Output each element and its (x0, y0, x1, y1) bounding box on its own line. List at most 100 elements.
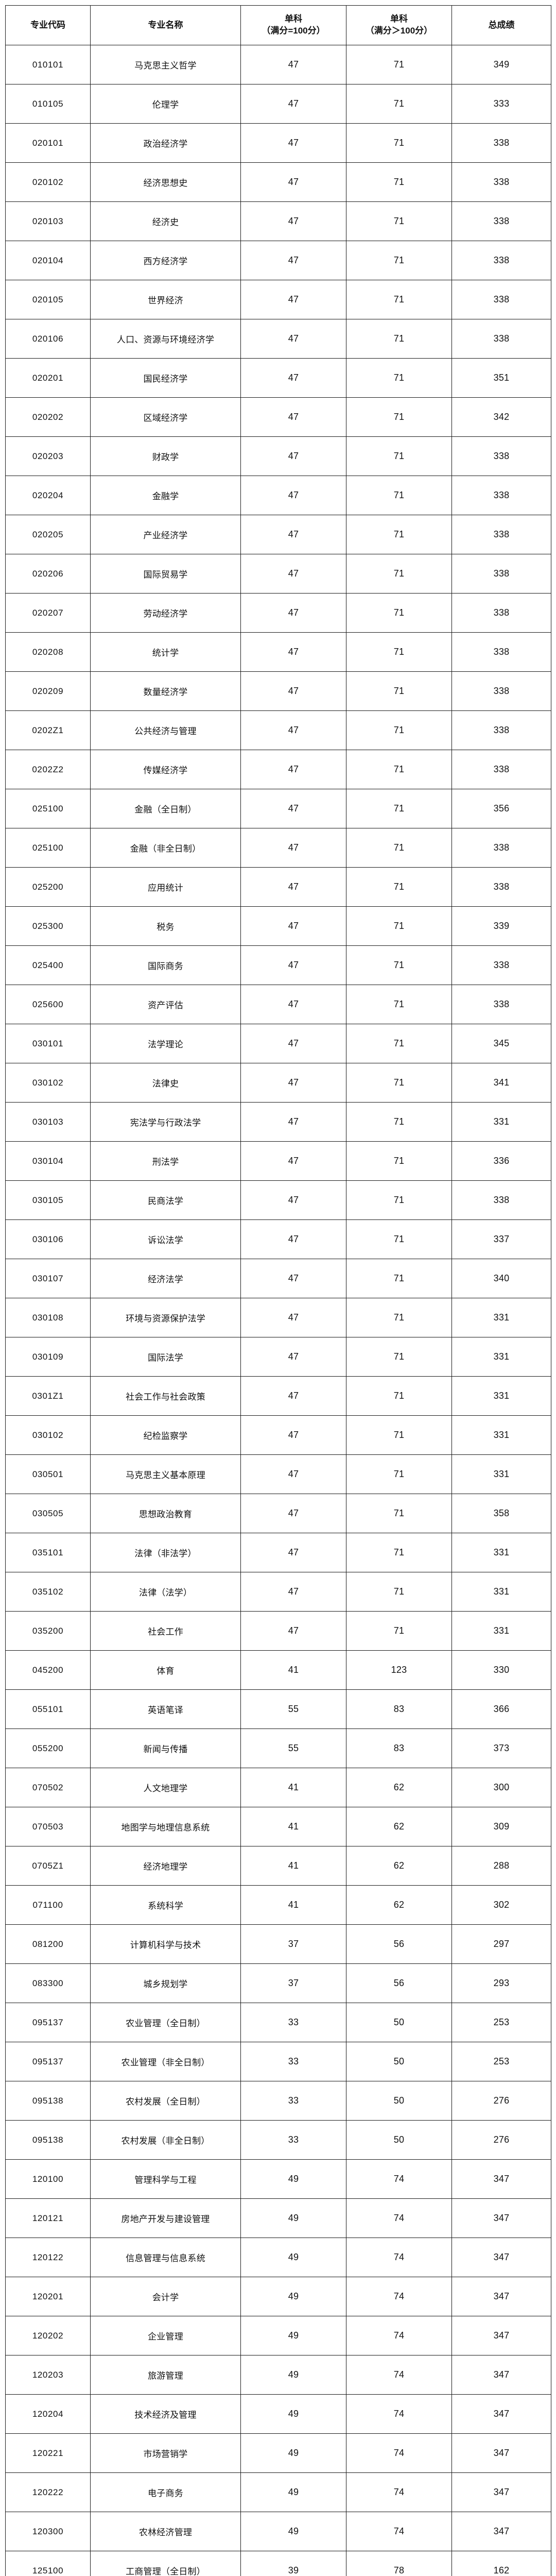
table-row: 025100 金融（非全日制） 47 71 338 (5, 828, 551, 868)
cell-name: 金融（非全日制） (90, 828, 241, 868)
cell-single_gt100: 74 (346, 2512, 452, 2551)
cell-single_eq100: 41 (240, 1650, 346, 1690)
table-row: 0301Z1 社会工作与社会政策 47 71 331 (5, 1376, 551, 1416)
cell-single_eq100: 47 (240, 1024, 346, 1063)
cell-name: 伦理学 (90, 84, 241, 124)
table-row: 020201 国民经济学 47 71 351 (5, 358, 551, 398)
cell-name: 系统科学 (90, 1885, 241, 1925)
table-row: 120100 管理科学与工程 49 74 347 (5, 2159, 551, 2199)
table-row: 025100 金融（全日制） 47 71 356 (5, 789, 551, 828)
cell-total: 331 (451, 1611, 551, 1651)
table-row: 020103 经济史 47 71 338 (5, 201, 551, 241)
cell-total: 331 (451, 1454, 551, 1494)
cell-total: 347 (451, 2472, 551, 2512)
cell-single_eq100: 47 (240, 45, 346, 84)
cell-name: 计算机科学与技术 (90, 1924, 241, 1964)
cell-total: 340 (451, 1259, 551, 1298)
cell-single_gt100: 71 (346, 1494, 452, 1533)
cell-single_eq100: 41 (240, 1768, 346, 1807)
cell-name: 经济思想史 (90, 162, 241, 202)
table-row: 120122 信息管理与信息系统 49 74 347 (5, 2238, 551, 2277)
cell-code: 120202 (5, 2316, 91, 2355)
cell-code: 120221 (5, 2433, 91, 2473)
cell-single_eq100: 41 (240, 1807, 346, 1846)
table-row: 020102 经济思想史 47 71 338 (5, 162, 551, 202)
cell-total: 338 (451, 632, 551, 672)
cell-single_eq100: 47 (240, 1337, 346, 1377)
column-header-name: 专业名称 (90, 5, 241, 45)
cell-total: 331 (451, 1572, 551, 1612)
cell-name: 国际法学 (90, 1337, 241, 1377)
cell-code: 030102 (5, 1415, 91, 1455)
cell-code: 020103 (5, 201, 91, 241)
cell-single_gt100: 71 (346, 201, 452, 241)
cell-total: 347 (451, 2355, 551, 2395)
cell-code: 055200 (5, 1728, 91, 1768)
cell-single_eq100: 49 (240, 2238, 346, 2277)
table-row: 020203 财政学 47 71 338 (5, 436, 551, 476)
cell-code: 030105 (5, 1180, 91, 1220)
cell-single_gt100: 71 (346, 671, 452, 711)
cell-single_eq100: 47 (240, 985, 346, 1024)
cell-code: 035200 (5, 1611, 91, 1651)
cell-single_gt100: 71 (346, 593, 452, 633)
table-row: 120300 农林经济管理 49 74 347 (5, 2512, 551, 2551)
cell-single_eq100: 47 (240, 945, 346, 985)
cell-total: 347 (451, 2277, 551, 2316)
cell-single_eq100: 39 (240, 2551, 346, 2576)
table-row: 030102 纪检监察学 47 71 331 (5, 1415, 551, 1455)
cell-total: 347 (451, 2512, 551, 2551)
cell-single_gt100: 71 (346, 632, 452, 672)
cell-name: 经济法学 (90, 1259, 241, 1298)
cell-single_gt100: 71 (346, 280, 452, 319)
cell-single_eq100: 47 (240, 1494, 346, 1533)
cell-single_eq100: 47 (240, 515, 346, 554)
column-header-single-gt100-label: 单科 (390, 14, 408, 24)
admission-score-table: 专业代码 专业名称 单科 （满分=100分） 单科 （满分＞100分） 总成绩 … (5, 5, 551, 2576)
cell-name: 税务 (90, 906, 241, 946)
cell-code: 010101 (5, 45, 91, 84)
cell-code: 030104 (5, 1141, 91, 1181)
table-row: 095138 农村发展（非全日制） 33 50 276 (5, 2120, 551, 2160)
cell-single_eq100: 49 (240, 2316, 346, 2355)
cell-code: 025100 (5, 789, 91, 828)
cell-code: 045200 (5, 1650, 91, 1690)
cell-code: 120100 (5, 2159, 91, 2199)
cell-single_gt100: 71 (346, 906, 452, 946)
cell-name: 会计学 (90, 2277, 241, 2316)
table-row: 020205 产业经济学 47 71 338 (5, 515, 551, 554)
cell-total: 309 (451, 1807, 551, 1846)
cell-single_eq100: 47 (240, 1063, 346, 1103)
table-row: 030101 法学理论 47 71 345 (5, 1024, 551, 1063)
cell-code: 030103 (5, 1102, 91, 1142)
cell-single_gt100: 71 (346, 397, 452, 437)
cell-single_eq100: 47 (240, 123, 346, 163)
cell-single_gt100: 62 (346, 1885, 452, 1925)
cell-name: 统计学 (90, 632, 241, 672)
cell-code: 020106 (5, 319, 91, 359)
cell-single_gt100: 50 (346, 2120, 452, 2160)
cell-total: 338 (451, 123, 551, 163)
cell-code: 025100 (5, 828, 91, 868)
cell-name: 世界经济 (90, 280, 241, 319)
cell-name: 市场营销学 (90, 2433, 241, 2473)
cell-single_gt100: 71 (346, 1102, 452, 1142)
cell-name: 社会工作 (90, 1611, 241, 1651)
cell-single_gt100: 56 (346, 1924, 452, 1964)
cell-name: 劳动经济学 (90, 593, 241, 633)
cell-single_eq100: 47 (240, 201, 346, 241)
cell-code: 020102 (5, 162, 91, 202)
cell-single_gt100: 71 (346, 515, 452, 554)
cell-single_eq100: 37 (240, 1963, 346, 2003)
cell-total: 356 (451, 789, 551, 828)
cell-total: 338 (451, 476, 551, 515)
cell-total: 347 (451, 2238, 551, 2277)
cell-code: 020204 (5, 476, 91, 515)
cell-code: 120300 (5, 2512, 91, 2551)
cell-code: 083300 (5, 1963, 91, 2003)
cell-name: 英语笔译 (90, 1689, 241, 1729)
cell-single_eq100: 49 (240, 2472, 346, 2512)
cell-total: 373 (451, 1728, 551, 1768)
cell-total: 338 (451, 593, 551, 633)
cell-code: 020201 (5, 358, 91, 398)
